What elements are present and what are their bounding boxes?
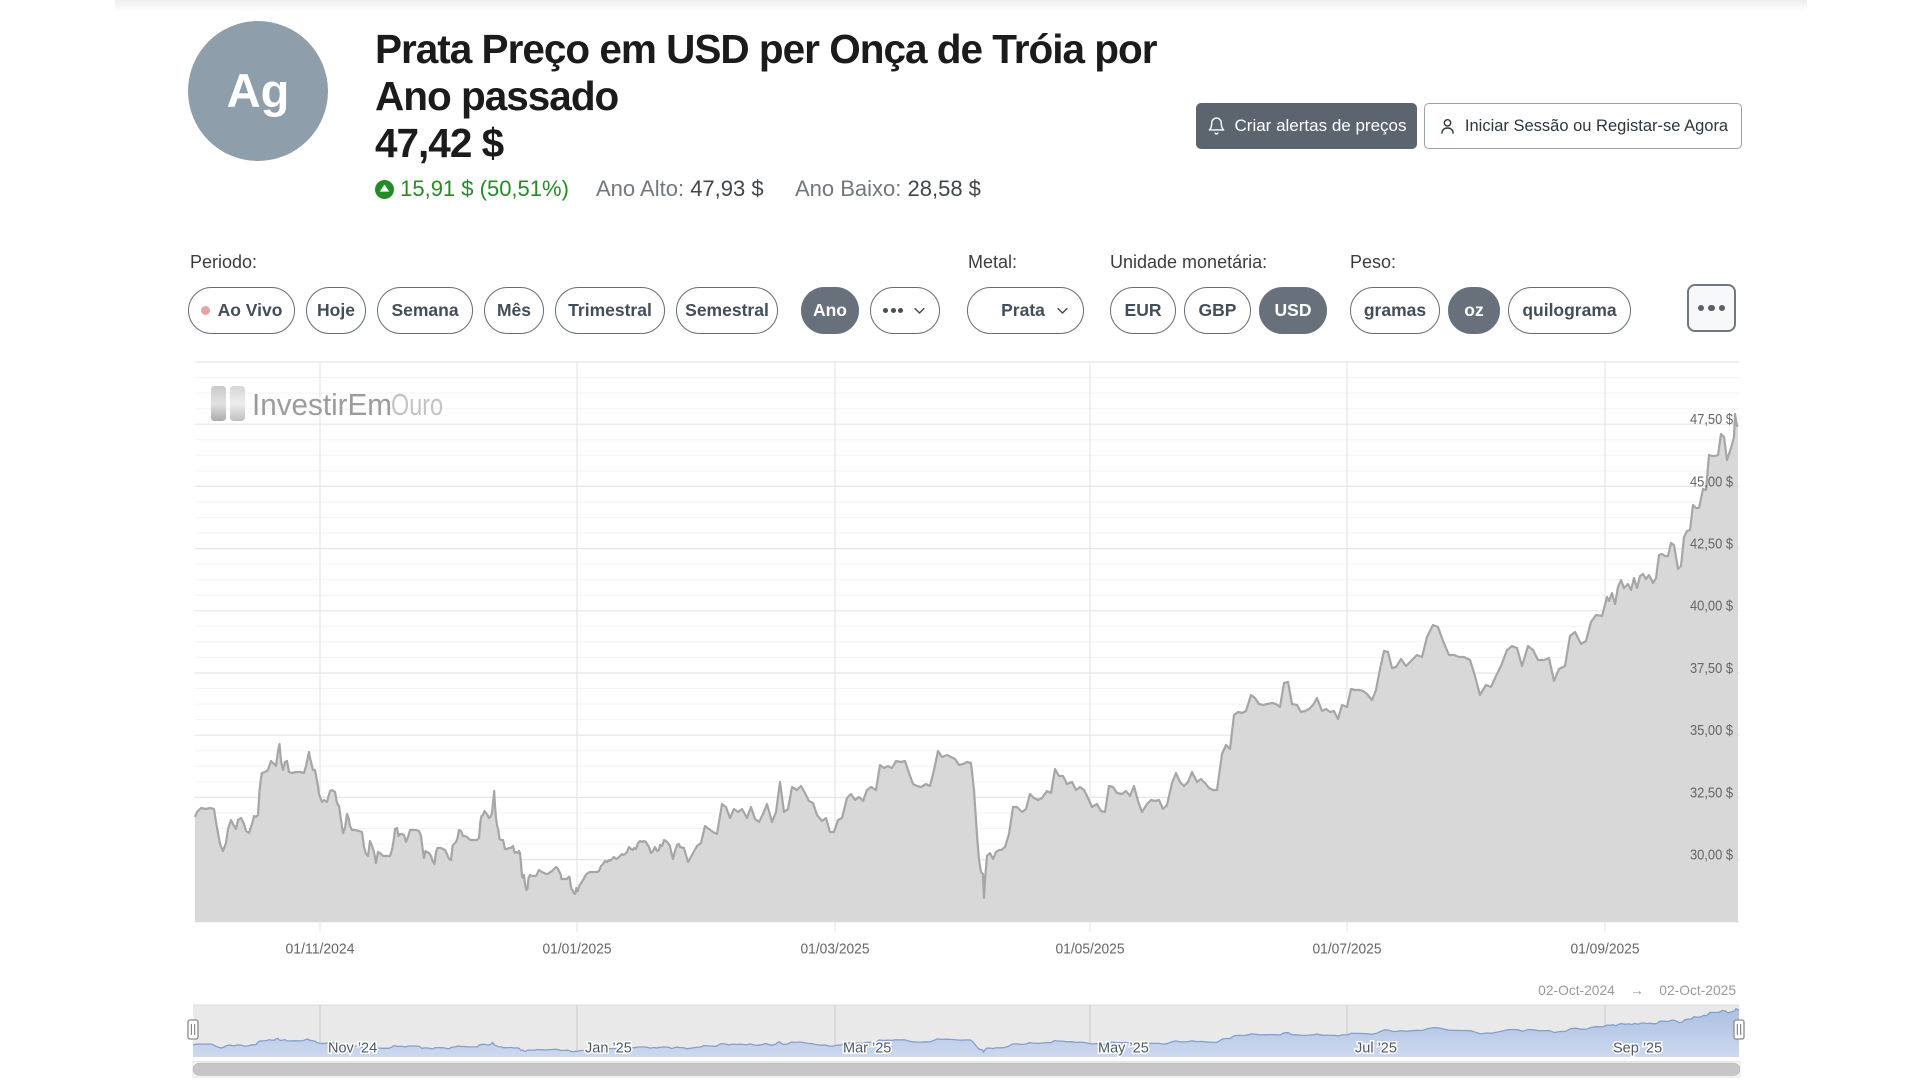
svg-text:35,00 $: 35,00 $ xyxy=(1690,722,1734,739)
svg-text:01/07/2025: 01/07/2025 xyxy=(1313,942,1382,958)
svg-text:42,50 $: 42,50 $ xyxy=(1690,536,1734,553)
svg-text:May ’25: May ’25 xyxy=(1098,1041,1149,1057)
svg-text:Jul ’25: Jul ’25 xyxy=(1355,1041,1397,1057)
svg-text:30,00 $: 30,00 $ xyxy=(1690,847,1734,864)
svg-text:01/11/2024: 01/11/2024 xyxy=(286,942,355,958)
svg-text:01/05/2025: 01/05/2025 xyxy=(1056,942,1125,958)
svg-text:Sep ’25: Sep ’25 xyxy=(1613,1041,1662,1057)
svg-text:Mar ’25: Mar ’25 xyxy=(843,1041,891,1057)
svg-text:Ouro: Ouro xyxy=(391,387,443,422)
svg-text:Jan ’25: Jan ’25 xyxy=(585,1041,632,1057)
svg-text:45,00 $: 45,00 $ xyxy=(1690,473,1734,490)
svg-text:37,50 $: 37,50 $ xyxy=(1690,660,1734,677)
svg-text:32,50 $: 32,50 $ xyxy=(1690,784,1734,801)
svg-text:01/09/2025: 01/09/2025 xyxy=(1571,942,1640,958)
svg-text:02-Oct-2024 → 02-Oct-202: 02-Oct-2024 → 02-Oct-2025 xyxy=(1538,983,1736,998)
svg-text:01/01/2025: 01/01/2025 xyxy=(543,942,612,958)
svg-text:40,00 $: 40,00 $ xyxy=(1690,598,1734,615)
svg-text:01/03/2025: 01/03/2025 xyxy=(801,942,870,958)
svg-text:47,50 $: 47,50 $ xyxy=(1690,411,1734,428)
svg-text:Nov ’24: Nov ’24 xyxy=(328,1041,377,1057)
svg-text:InvestirEm: InvestirEm xyxy=(252,387,392,422)
